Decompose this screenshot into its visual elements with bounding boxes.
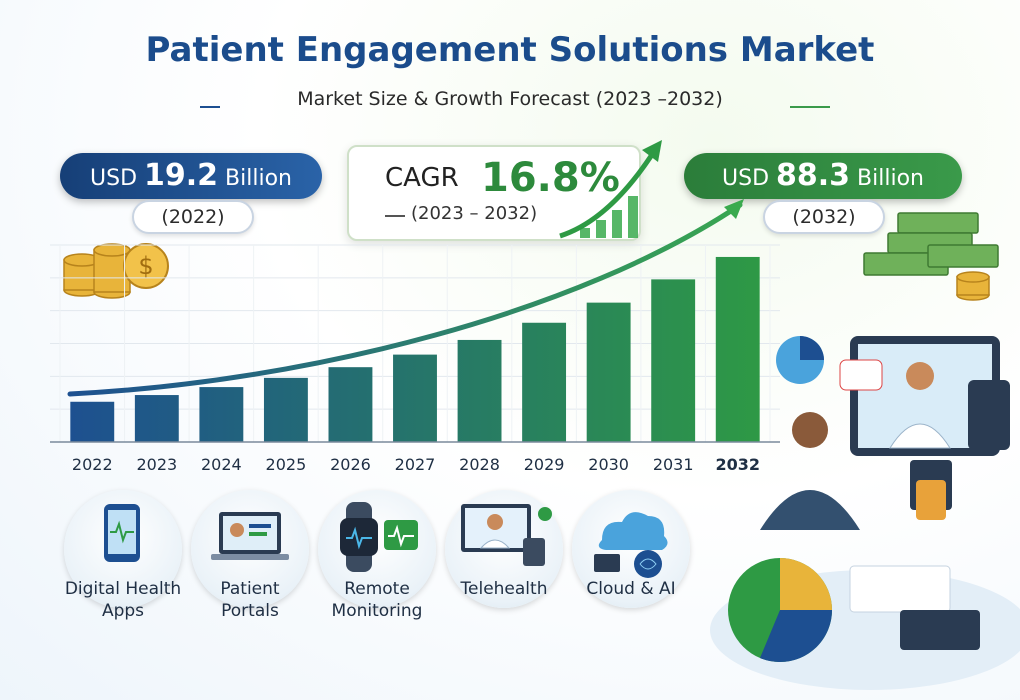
bar-2030 <box>586 302 631 442</box>
x-tick-label: 2025 <box>266 455 307 474</box>
bar-2031 <box>651 279 696 442</box>
x-tick-label: 2022 <box>72 455 113 474</box>
category-label-line1: Remote <box>344 579 410 599</box>
category-label-line1: Digital Health <box>64 579 182 599</box>
cagr-value: 16.8% <box>481 155 620 201</box>
bar-2032 <box>715 256 760 442</box>
cagr-period: (2023 – 2032) <box>411 203 538 224</box>
bar-2029 <box>522 322 567 442</box>
category-cloud-ai: Cloud & AI <box>556 490 706 608</box>
x-tick-label: 2029 <box>524 455 565 474</box>
cagr-arrow <box>559 148 658 239</box>
bar-2022 <box>70 401 115 442</box>
subtitle-left-rule <box>200 106 220 108</box>
start-value-number: 19.2 <box>144 158 219 193</box>
bar-2024 <box>199 387 244 442</box>
coin-stack-icon: $ <box>63 243 169 299</box>
page-title: Patient Engagement Solutions Market <box>145 30 875 70</box>
x-tick-label: 2031 <box>653 455 694 474</box>
category-label-line2: Apps <box>101 601 145 621</box>
laptop-icon <box>191 490 309 608</box>
end-value-prefix: USD <box>722 166 770 191</box>
bar-2023 <box>134 395 179 442</box>
x-tick-label: 2024 <box>201 455 242 474</box>
category-label-line2: Monitoring <box>331 601 423 621</box>
x-tick-label: 2032 <box>715 455 760 474</box>
bar-2026 <box>328 367 373 442</box>
doctor-video-icon <box>445 490 563 608</box>
cagr-mini-bar <box>628 196 638 238</box>
cash-stack-icon <box>863 212 999 301</box>
x-tick-label: 2026 <box>330 455 371 474</box>
bar-2028 <box>457 339 502 442</box>
smartwatch-icon <box>318 490 436 608</box>
end-value-suffix: Billion <box>857 166 924 191</box>
cagr-mini-bar <box>580 228 590 238</box>
cloud-icon <box>572 490 690 608</box>
category-label-line1: Cloud & AI <box>586 579 676 599</box>
subtitle: Market Size & Growth Forecast (2023 –203… <box>297 88 723 110</box>
bar-2025 <box>263 377 308 442</box>
x-tick-label: 2023 <box>136 455 177 474</box>
category-label-line1: Patient <box>220 579 280 599</box>
trend-line <box>67 202 743 397</box>
cagr-arrowhead <box>642 140 662 162</box>
cagr-mini-bar <box>612 210 622 238</box>
start-value-prefix: USD <box>90 166 138 191</box>
end-value-number: 88.3 <box>776 158 851 193</box>
end-value-badge: USD 88.3 Billion <box>684 153 962 199</box>
x-tick-label: 2030 <box>588 455 629 474</box>
start-year-badge: (2022) <box>132 200 254 234</box>
start-value-suffix: Billion <box>225 166 292 191</box>
smartphone-icon <box>64 490 182 608</box>
x-tick-label: 2027 <box>395 455 436 474</box>
category-remote-monitoring: Remote Monitoring <box>302 490 452 621</box>
category-digital-health-apps: Digital Health Apps <box>48 490 198 621</box>
end-year-badge: (2032) <box>763 200 885 234</box>
telehealth-scene-illustration <box>710 336 1020 690</box>
category-patient-portals: Patient Portals <box>175 490 325 621</box>
cagr-label: CAGR <box>385 163 459 193</box>
subtitle-right-rule <box>790 106 830 108</box>
category-label-line2: Portals <box>221 601 279 621</box>
cagr-mini-bar <box>596 220 606 238</box>
category-telehealth: Telehealth <box>429 490 579 608</box>
trend-arrowhead <box>724 199 744 219</box>
start-value-badge: USD 19.2 Billion <box>60 153 322 199</box>
category-label-line1: Telehealth <box>460 579 548 599</box>
svg-text:$: $ <box>138 252 153 280</box>
cagr-card: CAGR 16.8% (2023 – 2032) <box>347 145 641 241</box>
cagr-dash <box>385 215 405 217</box>
x-tick-label: 2028 <box>459 455 500 474</box>
bar-2027 <box>393 354 437 442</box>
